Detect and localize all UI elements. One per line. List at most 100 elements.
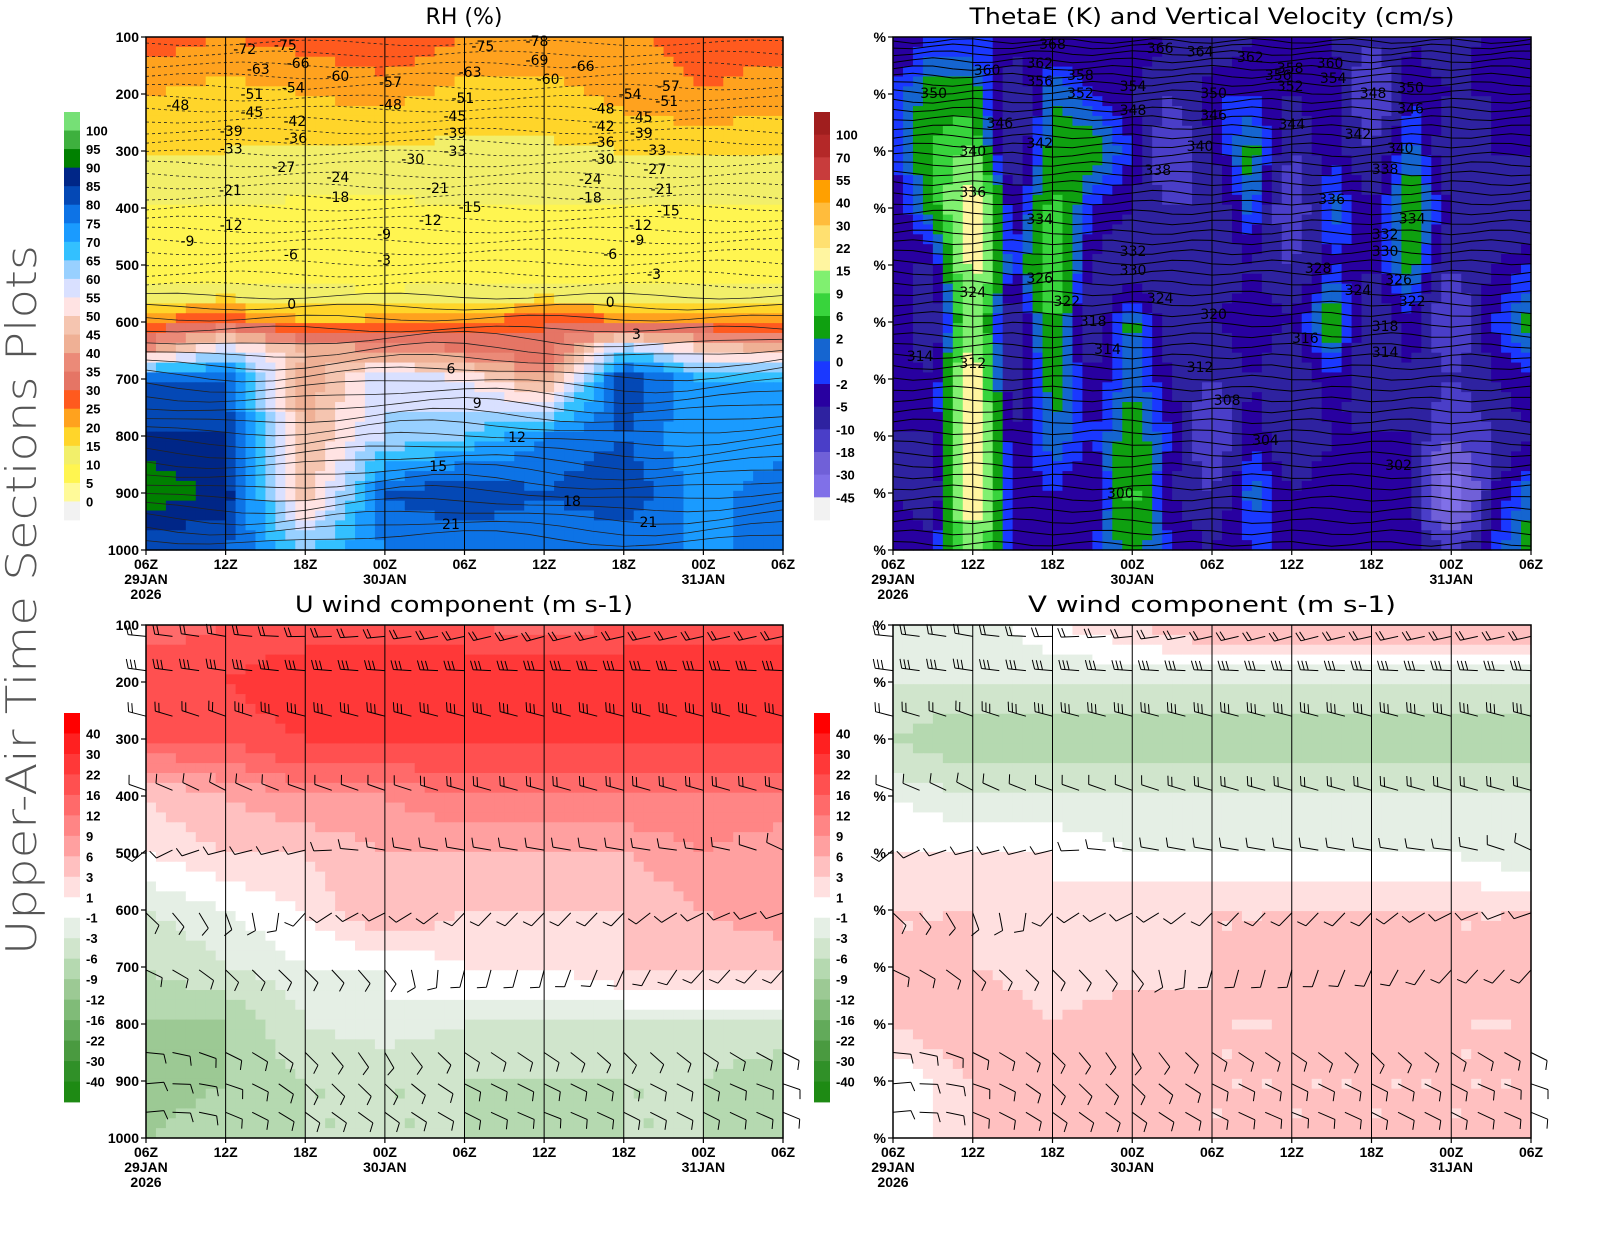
contour-cell	[504, 96, 515, 107]
contour-cell	[394, 530, 406, 541]
contour-cell	[763, 184, 774, 196]
contour-cell	[544, 106, 555, 117]
contour-cell	[175, 540, 187, 551]
contour-cell	[763, 372, 774, 383]
contour-cell	[663, 244, 675, 255]
contour-cell	[1241, 175, 1253, 186]
contour-cell	[146, 106, 157, 117]
contour-cell	[305, 283, 316, 295]
contour-cell	[982, 214, 994, 226]
contour-cell	[394, 204, 406, 216]
contour-cell	[1002, 214, 1014, 226]
contour-cell	[146, 323, 157, 334]
contour-label: -45	[444, 109, 467, 125]
contour-cell	[185, 451, 197, 462]
contour-cell	[504, 56, 515, 68]
contour-cell	[763, 402, 774, 413]
contour-cell	[444, 204, 456, 216]
contour-cell	[504, 402, 515, 413]
contour-cell	[464, 372, 476, 383]
contour-cell	[414, 254, 426, 265]
contour-cell	[484, 76, 495, 87]
contour-cell	[355, 254, 366, 265]
colorbar-label: 90	[86, 161, 100, 176]
contour-cell	[1241, 125, 1253, 137]
contour-cell	[693, 500, 704, 512]
contour-cell	[374, 510, 386, 522]
contour-cell	[285, 441, 296, 452]
contour-label: -57	[657, 79, 680, 95]
contour-cell	[633, 471, 645, 482]
contour-cell	[245, 244, 257, 255]
contour-cell	[713, 323, 724, 334]
contour-cell	[444, 293, 456, 304]
contour-cell	[713, 392, 724, 403]
contour-cell	[245, 471, 257, 482]
contour-cell	[534, 115, 545, 127]
contour-cell	[683, 411, 695, 423]
contour-cell	[534, 352, 545, 364]
contour-cell	[305, 106, 316, 117]
contour-cell	[564, 125, 575, 137]
contour-cell	[1202, 184, 1213, 196]
contour-cell	[1261, 86, 1273, 97]
contour-cell	[683, 155, 695, 166]
contour-cell	[265, 431, 276, 443]
contour-cell	[773, 214, 784, 226]
contour-cell	[265, 421, 276, 433]
contour-cell	[494, 323, 505, 334]
contour-cell	[713, 244, 724, 255]
contour-cell	[345, 402, 356, 413]
colorbar-label: 85	[86, 179, 100, 194]
contour-cell	[932, 254, 944, 265]
contour-cell	[255, 303, 267, 314]
contour-cell	[663, 66, 675, 78]
contour-cell	[733, 214, 744, 226]
contour-cell	[524, 86, 535, 97]
contour-cell	[643, 96, 655, 107]
contour-cell	[205, 392, 217, 403]
contour-cell	[554, 115, 565, 127]
contour-cell	[623, 46, 635, 58]
contour-label: 12	[508, 430, 526, 446]
colorbar-swatch	[64, 223, 80, 243]
contour-cell	[364, 135, 376, 147]
contour-cell	[593, 520, 605, 531]
contour-cell	[643, 234, 655, 245]
contour-cell	[335, 441, 346, 452]
contour-cell	[554, 184, 565, 196]
contour-cell	[1501, 204, 1512, 216]
contour-cell	[1172, 254, 1183, 265]
contour-cell	[1431, 37, 1442, 48]
contour-cell	[285, 530, 296, 541]
contour-cell	[205, 263, 217, 275]
y-tick-label: 700	[116, 371, 140, 387]
contour-cell	[613, 313, 625, 324]
contour-cell	[753, 125, 764, 137]
contour-cell	[474, 451, 485, 462]
contour-cell	[1461, 175, 1472, 186]
contour-cell	[713, 402, 724, 413]
contour-cell	[653, 283, 665, 295]
contour-label: -75	[274, 38, 297, 54]
x-date-label: 29JAN	[124, 571, 168, 587]
contour-cell	[444, 46, 456, 58]
contour-cell	[315, 224, 326, 235]
contour-cell	[564, 283, 575, 295]
contour-cell	[1231, 76, 1243, 87]
contour-cell	[1241, 115, 1253, 127]
y-tick-label: 900	[116, 485, 140, 501]
contour-cell	[524, 540, 535, 551]
contour-cell	[315, 490, 326, 502]
contour-cell	[1371, 125, 1383, 137]
contour-cell	[1202, 155, 1213, 166]
contour-cell	[215, 540, 227, 551]
contour-cell	[733, 451, 744, 462]
contour-cell	[315, 362, 326, 374]
contour-cell	[355, 155, 366, 166]
contour-cell	[424, 125, 436, 137]
contour-cell	[494, 76, 505, 87]
contour-cell	[355, 382, 366, 393]
contour-cell	[146, 155, 157, 166]
contour-cell	[394, 46, 406, 58]
